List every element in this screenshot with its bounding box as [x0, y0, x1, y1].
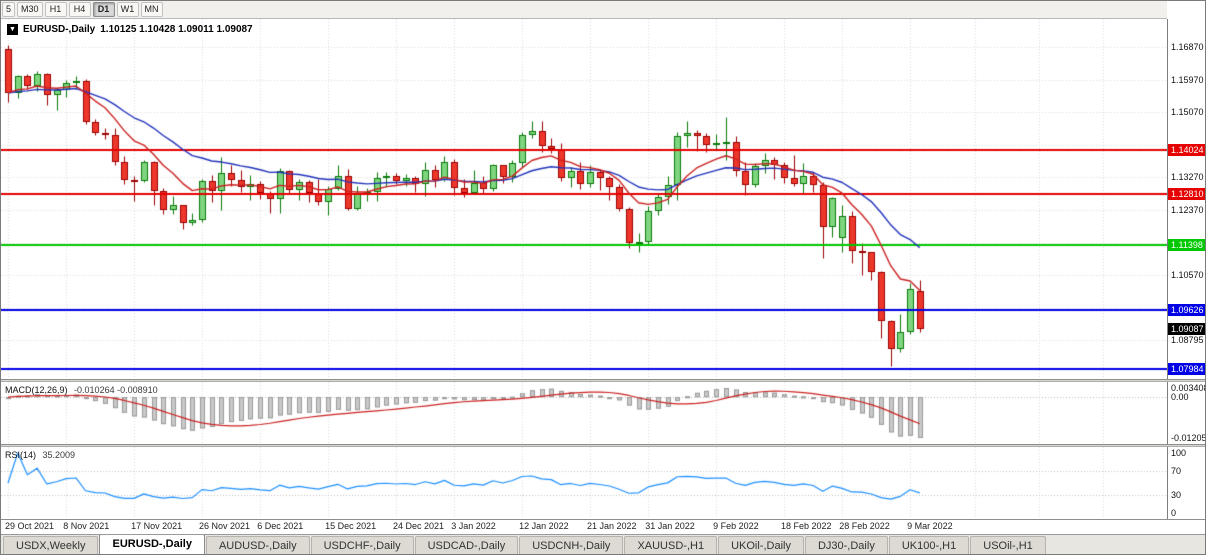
rsi-label: RSI(14) 35.2009 — [5, 450, 75, 460]
rsi-axis-label: 30 — [1171, 490, 1182, 500]
rsi-axis[interactable]: 100 70 30 0 — [1167, 447, 1205, 519]
date-axis-label: 15 Dec 2021 — [325, 521, 377, 531]
macd-axis-label: 0.00 — [1171, 392, 1189, 403]
date-axis-label: 24 Dec 2021 — [393, 521, 445, 531]
date-axis-label: 17 Nov 2021 — [131, 521, 183, 531]
symbol-tab-ukoil-daily[interactable]: UKOil-,Daily — [718, 536, 804, 554]
rsi-name: RSI(14) — [5, 450, 37, 460]
price-level-badge: 1.14024 — [1168, 144, 1205, 157]
date-axis[interactable]: 29 Oct 2021 8 Nov 2021 17 Nov 2021 26 Nov 2… — [1, 521, 1167, 534]
date-axis-label: 6 Dec 2021 — [257, 521, 304, 531]
date-axis-label: 21 Jan 2022 — [587, 521, 637, 531]
macd-values: -0.010264 -0.008910 — [74, 385, 158, 395]
date-axis-label: 18 Feb 2022 — [781, 521, 832, 531]
date-axis-label: 12 Jan 2022 — [519, 521, 569, 531]
price-axis-label: 1.08795 — [1171, 334, 1204, 345]
panel-separator[interactable] — [1, 379, 1205, 382]
timeframe-toolbar: 5 M30 H1 H4 D1 W1 MN — [1, 1, 1167, 19]
symbol-tab-usoil-h1[interactable]: USOil-,H1 — [970, 536, 1046, 554]
symbol-tab-xauusd-h1[interactable]: XAUUSD-,H1 — [624, 536, 718, 554]
symbol-tab-eurusd-daily[interactable]: EURUSD-,Daily — [99, 535, 205, 554]
price-axis-label: 1.10570 — [1171, 270, 1204, 281]
symbol-tab-usdcnh-daily[interactable]: USDCNH-,Daily — [519, 536, 624, 554]
timeframe-button-5[interactable]: 5 — [2, 2, 16, 17]
timeframe-button-d1[interactable]: D1 — [92, 2, 115, 17]
chart-tabs-bar: USDX,Weekly EURUSD-,Daily AUDUSD-,Daily USD… — [1, 534, 1205, 554]
macd-axis-label: 0.0034080 — [1171, 383, 1205, 393]
rsi-axis-label: 0 — [1171, 508, 1177, 518]
date-axis-label: 28 Feb 2022 — [839, 521, 890, 531]
symbol-tab-audusd-daily[interactable]: AUDUSD-,Daily — [205, 536, 310, 554]
timeframe-button-m30[interactable]: M30 — [17, 2, 43, 17]
macd-panel-canvas[interactable] — [1, 382, 1167, 444]
date-axis-label: 29 Oct 2021 — [5, 521, 55, 531]
price-axis-label: 1.15070 — [1171, 107, 1204, 118]
date-axis-label: 31 Jan 2022 — [645, 521, 695, 531]
macd-axis-label: -0.0120500 — [1171, 433, 1205, 443]
price-axis-label: 1.13270 — [1171, 172, 1204, 183]
price-chart-canvas[interactable] — [1, 19, 1167, 379]
rsi-panel-canvas[interactable] — [1, 447, 1167, 519]
timeframe-button-h4[interactable]: H4 — [68, 2, 91, 17]
symbol-tab-uk100-h1[interactable]: UK100-,H1 — [888, 536, 970, 554]
date-axis-label: 9 Feb 2022 — [713, 521, 759, 531]
price-axis-label: 1.16870 — [1171, 41, 1204, 52]
rsi-axis-label: 70 — [1171, 466, 1182, 476]
rsi-value: 35.2009 — [42, 450, 76, 460]
date-axis-label: 9 Mar 2022 — [907, 521, 953, 531]
timeframe-button-h1[interactable]: H1 — [44, 2, 67, 17]
chart-title: ▼ EURUSD-,Daily 1.10125 1.10428 1.09011 … — [7, 24, 253, 35]
price-level-badge: 1.09626 — [1168, 303, 1205, 316]
collapse-icon[interactable]: ▼ — [7, 24, 18, 35]
price-axis-label: 1.12370 — [1171, 205, 1204, 216]
symbol-tab-dj30-daily[interactable]: DJ30-,Daily — [804, 536, 888, 554]
price-level-badge: 1.11398 — [1168, 239, 1205, 252]
macd-label: MACD(12,26,9) -0.010264 -0.008910 — [5, 385, 158, 395]
macd-name: MACD(12,26,9) — [5, 385, 68, 395]
date-axis-label: 8 Nov 2021 — [63, 521, 110, 531]
rsi-axis-label: 100 — [1171, 448, 1187, 458]
symbol-tab-usdchf-daily[interactable]: USDCHF-,Daily — [310, 536, 414, 554]
symbol-tab-usdx-weekly[interactable]: USDX,Weekly — [3, 536, 99, 554]
ohlc-values: 1.10125 1.10428 1.09011 1.09087 — [100, 24, 253, 35]
symbol-tab-usdcad-daily[interactable]: USDCAD-,Daily — [414, 536, 519, 554]
date-axis-line — [1, 519, 1205, 520]
price-level-badge: 1.12810 — [1168, 188, 1205, 201]
timeframe-button-mn[interactable]: MN — [140, 2, 163, 17]
macd-axis[interactable]: 0.00340800.00 -0.0120500 — [1167, 382, 1205, 444]
date-axis-label: 3 Jan 2022 — [451, 521, 496, 531]
current-price-badge: 1.09087 — [1168, 323, 1205, 336]
timeframe-button-w1[interactable]: W1 — [116, 2, 139, 17]
chart-area: ▼ EURUSD-,Daily 1.10125 1.10428 1.09011 … — [1, 19, 1205, 534]
price-level-badge: 1.07984 — [1168, 363, 1205, 376]
date-axis-label: 26 Nov 2021 — [199, 521, 251, 531]
symbol-period-label: EURUSD-,Daily — [23, 24, 96, 35]
price-axis[interactable]: 1.16870 1.15970 1.15070 1.13270 1.12370 1.105… — [1167, 19, 1205, 379]
price-axis-label: 1.15970 — [1171, 74, 1204, 85]
panel-separator[interactable] — [1, 444, 1205, 447]
